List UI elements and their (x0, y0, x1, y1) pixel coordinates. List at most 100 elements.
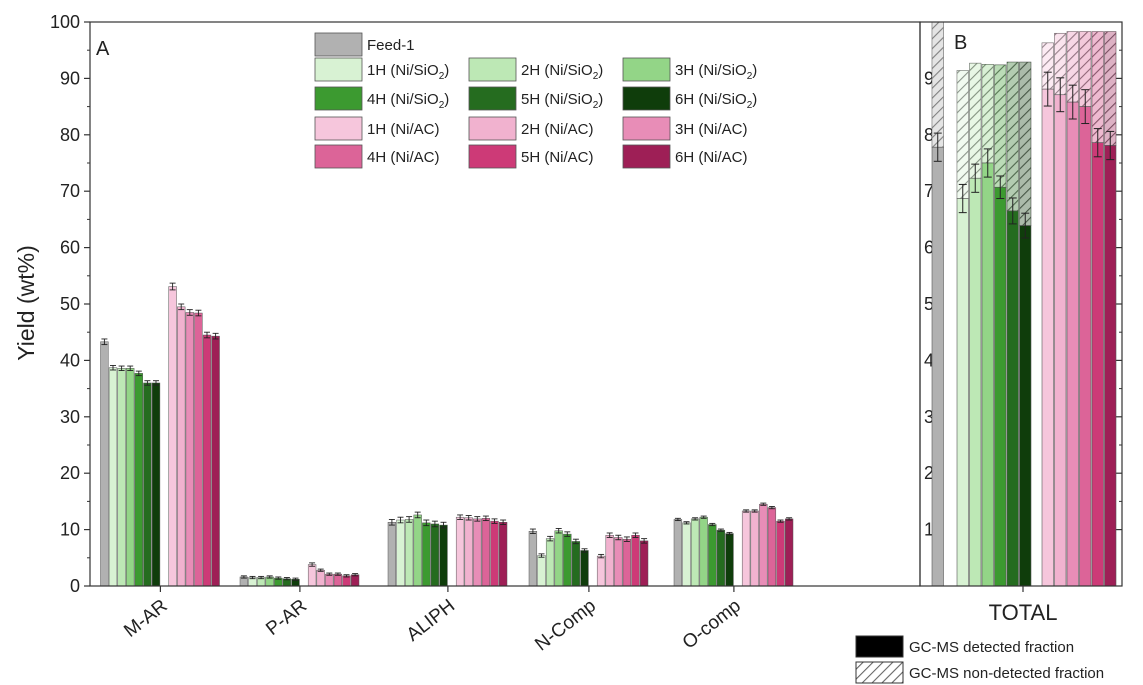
bar-o-comp-12 (784, 518, 794, 587)
legend-label: 6H (Ni/AC) (675, 149, 748, 166)
y-tick-label-a: 10 (60, 520, 80, 540)
legend-swatch (468, 116, 517, 141)
legend-swatch (468, 144, 517, 169)
total-non-detected-tint (1067, 31, 1079, 103)
total-detected-bar (1091, 142, 1104, 587)
bar-n-comp-12 (639, 540, 649, 587)
bar-aliph-8 (464, 517, 473, 587)
total-category-label: TOTAL (989, 600, 1058, 625)
bar-p-ar-12 (350, 574, 360, 587)
x-category-label: M-AR (120, 595, 171, 641)
bar-o-comp-8 (750, 510, 759, 587)
total-non-detected-tint (969, 63, 981, 179)
legend-swatch (314, 57, 363, 82)
bar-o-comp-11 (776, 520, 785, 587)
bar-aliph-4 (422, 522, 431, 587)
legend-swatch (314, 144, 363, 169)
legend-label: 2H (Ni/AC) (521, 121, 594, 138)
legend-swatch (314, 86, 363, 111)
legend-swatch (468, 57, 517, 82)
bar-m-ar-10 (194, 312, 203, 587)
y-tick-label-a: 80 (60, 125, 80, 145)
legend-swatch (622, 116, 671, 141)
bar-aliph-2 (404, 519, 414, 587)
total-non-detected-tint (982, 64, 994, 163)
bar-m-ar-3 (126, 368, 135, 587)
legend-swatch (622, 144, 671, 169)
y-tick-label-a: 70 (60, 181, 80, 201)
bar-o-comp-1 (682, 522, 691, 587)
bar-aliph-5 (430, 523, 440, 587)
y-tick-label-a: 40 (60, 350, 80, 370)
legend-label: 1H (Ni/AC) (367, 121, 440, 138)
total-detected-bar (1104, 145, 1117, 587)
bar-o-comp-4 (708, 524, 717, 587)
bar-aliph-10 (481, 518, 491, 587)
bar-n-comp-1 (537, 555, 546, 587)
bar-o-comp-3 (699, 516, 708, 587)
bar-m-ar-11 (202, 334, 212, 587)
total-detected-bar (1079, 106, 1092, 587)
legend-label: 1H (Ni/SiO2) (367, 62, 449, 82)
bar-o-comp-10 (767, 507, 777, 587)
bar-o-comp-5 (716, 529, 726, 587)
legend-label: 2H (Ni/SiO2) (521, 62, 603, 82)
y-tick-label-a: 90 (60, 68, 80, 88)
bar-aliph-7 (455, 516, 465, 587)
legend-label: 5H (Ni/SiO2) (521, 91, 603, 111)
total-detected-bar (981, 162, 994, 587)
bar-o-comp-7 (741, 510, 751, 587)
bar-m-ar-7 (168, 286, 177, 587)
bar-m-ar-0 (100, 341, 109, 587)
bar-n-comp-2 (545, 538, 555, 587)
y-tick-label-a: 30 (60, 407, 80, 427)
total-detected-bar (1006, 210, 1019, 587)
legend-label: 4H (Ni/SiO2) (367, 91, 449, 111)
total-non-detected-tint (932, 22, 944, 148)
y-tick-label-a: 60 (60, 238, 80, 258)
bar-m-ar-8 (177, 306, 186, 587)
fraction-legend-label: GC-MS non-detected fraction (909, 665, 1104, 682)
total-detected-bar (969, 177, 982, 587)
bar-p-ar-8 (316, 569, 325, 587)
bar-o-comp-0 (673, 519, 683, 587)
legend-label: 3H (Ni/AC) (675, 121, 748, 138)
legend-label: 5H (Ni/AC) (521, 149, 594, 166)
bar-aliph-12 (498, 522, 508, 587)
bar-n-comp-8 (605, 534, 614, 587)
bar-n-comp-10 (622, 538, 632, 587)
fraction-legend-label: GC-MS detected fraction (909, 639, 1074, 656)
total-detected-bar (956, 198, 969, 587)
legend-label: 6H (Ni/SiO2) (675, 91, 757, 111)
bar-aliph-3 (413, 514, 422, 587)
y-tick-label-a: 20 (60, 463, 80, 483)
total-detected-bar (1019, 225, 1032, 587)
total-detected-bar (1054, 94, 1067, 587)
legend-swatch (622, 86, 671, 111)
legend-swatch (468, 86, 517, 111)
legend-label: 3H (Ni/SiO2) (675, 62, 757, 82)
non-detected-swatch (855, 661, 904, 684)
y-tick-label-a: 100 (50, 12, 80, 32)
bar-n-comp-7 (596, 555, 606, 587)
total-detected-bar (994, 186, 1007, 587)
bar-m-ar-1 (108, 367, 118, 587)
legend-label: Feed-1 (367, 37, 415, 54)
bar-o-comp-2 (690, 518, 700, 587)
panel-b-frame (919, 21, 1123, 587)
total-non-detected-tint (1079, 31, 1091, 107)
bar-m-ar-4 (134, 373, 143, 587)
panel-a-label: A (96, 38, 110, 60)
bar-n-comp-6 (580, 550, 589, 587)
total-non-detected-tint (1092, 31, 1104, 143)
bar-m-ar-9 (185, 312, 194, 587)
x-category-label: ALIPH (403, 595, 459, 645)
y-axis-label: Yield (wt%) (13, 245, 39, 360)
y-tick-label-a: 50 (60, 294, 80, 314)
bar-n-comp-9 (614, 537, 623, 587)
x-category-label: O-comp (679, 595, 745, 653)
bar-m-ar-6 (151, 382, 161, 587)
bar-n-comp-5 (571, 541, 581, 587)
